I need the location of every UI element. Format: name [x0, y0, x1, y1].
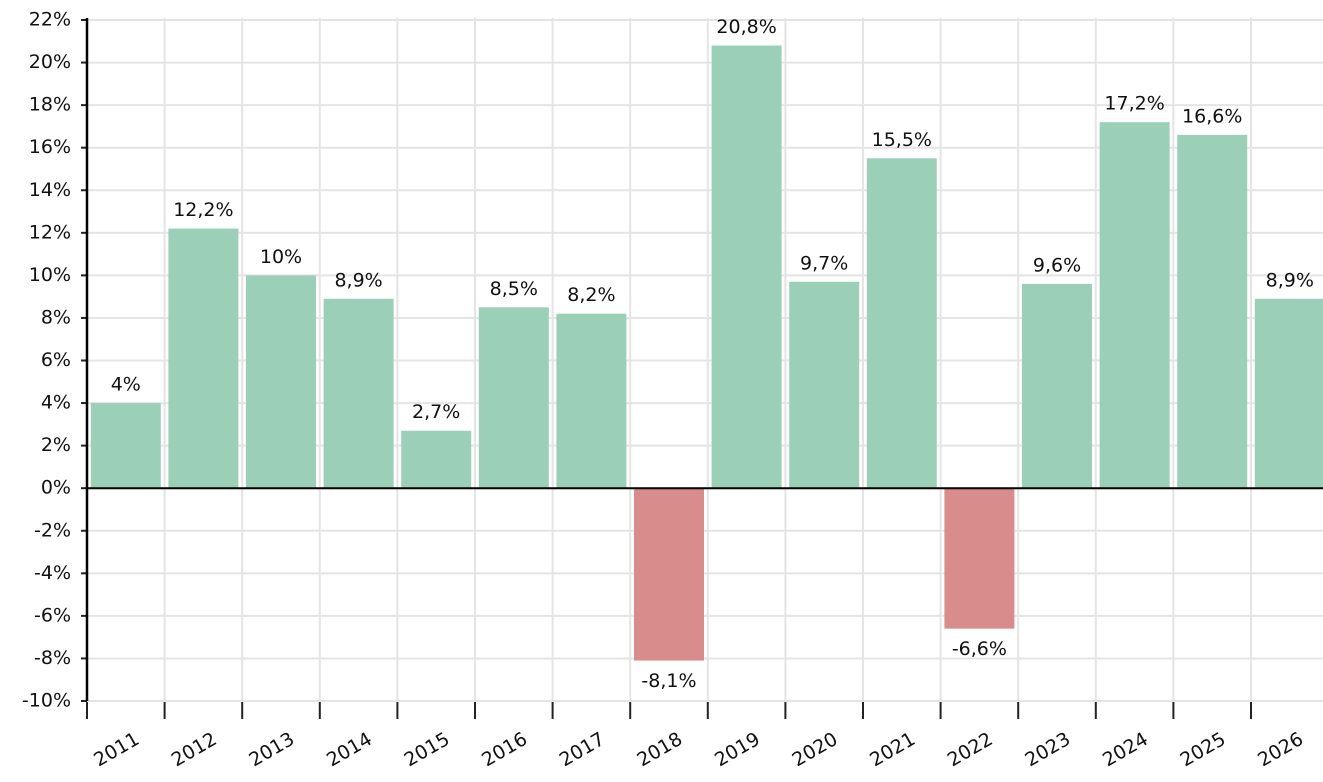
y-tick-label: 6%: [41, 349, 71, 371]
value-label: 16,6%: [1182, 105, 1242, 127]
value-label: 9,6%: [1033, 254, 1081, 276]
y-tick-label: 18%: [29, 94, 71, 116]
value-label: 8,9%: [334, 269, 382, 291]
x-tick-label: 2023: [1021, 728, 1074, 771]
bar: [246, 275, 316, 489]
x-tick-label: 2026: [1254, 728, 1307, 771]
x-tick-label: 2011: [90, 728, 143, 771]
x-tick-label: 2022: [944, 728, 997, 771]
y-tick-label: 2%: [41, 434, 71, 456]
value-label: 8,9%: [1266, 269, 1314, 291]
x-tick-label: 2024: [1099, 728, 1152, 771]
bar: [401, 430, 472, 489]
x-tick-label: 2012: [168, 728, 221, 771]
bar: [866, 158, 937, 489]
y-tick-label: -2%: [34, 519, 71, 541]
value-label: 8,5%: [490, 278, 538, 300]
y-tick-label: 12%: [29, 221, 71, 243]
value-label: 12,2%: [173, 199, 233, 221]
bar: [634, 488, 704, 661]
y-tick-label: 10%: [29, 264, 71, 286]
value-label: 10%: [260, 246, 302, 268]
value-label: 20,8%: [716, 16, 776, 38]
y-tick-label: 8%: [41, 306, 71, 328]
x-tick-label: 2014: [323, 728, 376, 771]
y-tick-label: -6%: [34, 604, 71, 626]
bar: [1254, 298, 1323, 489]
x-tick-label: 2020: [789, 728, 842, 771]
y-tick-label: 14%: [29, 179, 71, 201]
value-label: 15,5%: [872, 129, 932, 151]
bar: [1022, 283, 1092, 489]
y-tick-label: -4%: [34, 562, 71, 584]
value-label: 2,7%: [412, 401, 460, 423]
value-label: -8,1%: [641, 670, 696, 692]
y-tick-label: 20%: [29, 51, 71, 73]
y-tick-label: -10%: [22, 690, 71, 712]
value-label: 17,2%: [1104, 93, 1164, 115]
value-label: 8,2%: [567, 284, 615, 306]
bar: [711, 45, 782, 489]
bar: [323, 298, 394, 489]
value-label: 9,7%: [800, 252, 848, 274]
value-label: -6,6%: [952, 638, 1007, 660]
x-tick-label: 2018: [633, 728, 686, 771]
y-tick-label: -8%: [34, 647, 71, 669]
x-tick-label: 2019: [711, 728, 764, 771]
bar: [789, 281, 860, 489]
y-tick-label: 4%: [41, 392, 71, 414]
x-tick-label: 2013: [245, 728, 298, 771]
y-tick-label: 16%: [29, 136, 71, 158]
x-tick-label: 2021: [866, 728, 919, 771]
y-tick-label: 0%: [41, 477, 71, 499]
x-tick-label: 2025: [1177, 728, 1230, 771]
bar: [168, 228, 239, 489]
x-tick-label: 2017: [556, 728, 609, 771]
bar: [556, 313, 627, 489]
y-tick-label: 22%: [29, 9, 71, 31]
x-tick-label: 2015: [401, 728, 454, 771]
bar: [944, 488, 1015, 629]
bar: [478, 307, 549, 489]
bar: [1177, 134, 1248, 489]
value-label: 4%: [111, 374, 141, 396]
x-tick-label: 2016: [478, 728, 531, 771]
bar: [90, 403, 161, 489]
bar: [1099, 122, 1170, 489]
